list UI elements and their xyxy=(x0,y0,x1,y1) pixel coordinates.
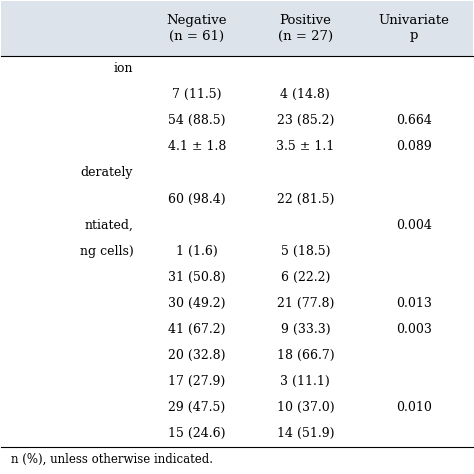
Bar xyxy=(1,1,473,55)
Text: 22 (81.5): 22 (81.5) xyxy=(277,192,334,206)
Text: 7 (11.5): 7 (11.5) xyxy=(172,88,222,101)
Text: ng cells): ng cells) xyxy=(80,245,133,258)
Text: 0.010: 0.010 xyxy=(396,401,432,414)
Text: derately: derately xyxy=(81,166,133,180)
Text: 54 (88.5): 54 (88.5) xyxy=(168,114,226,127)
Text: 0.089: 0.089 xyxy=(396,140,432,154)
Text: 14 (51.9): 14 (51.9) xyxy=(276,427,334,440)
Text: 5 (18.5): 5 (18.5) xyxy=(281,245,330,258)
Text: 3.5 ± 1.1: 3.5 ± 1.1 xyxy=(276,140,335,154)
Text: 3 (11.1): 3 (11.1) xyxy=(281,375,330,388)
Text: 0.664: 0.664 xyxy=(396,114,432,127)
Text: 4 (14.8): 4 (14.8) xyxy=(281,88,330,101)
Text: 0.003: 0.003 xyxy=(396,323,432,336)
Text: 1 (1.6): 1 (1.6) xyxy=(176,245,218,258)
Text: 0.004: 0.004 xyxy=(396,219,432,232)
Text: 4.1 ± 1.8: 4.1 ± 1.8 xyxy=(168,140,226,154)
Text: 17 (27.9): 17 (27.9) xyxy=(168,375,226,388)
Text: Univariate
p: Univariate p xyxy=(378,15,449,43)
Text: 0.013: 0.013 xyxy=(396,297,432,310)
Text: ntiated,: ntiated, xyxy=(84,219,133,232)
Text: 6 (22.2): 6 (22.2) xyxy=(281,271,330,284)
Text: 15 (24.6): 15 (24.6) xyxy=(168,427,226,440)
Text: ion: ion xyxy=(114,62,133,75)
Text: 23 (85.2): 23 (85.2) xyxy=(277,114,334,127)
Text: 9 (33.3): 9 (33.3) xyxy=(281,323,330,336)
Text: 20 (32.8): 20 (32.8) xyxy=(168,349,226,362)
Text: 21 (77.8): 21 (77.8) xyxy=(277,297,334,310)
Text: 60 (98.4): 60 (98.4) xyxy=(168,192,226,206)
Text: 29 (47.5): 29 (47.5) xyxy=(168,401,226,414)
Text: 41 (67.2): 41 (67.2) xyxy=(168,323,226,336)
Text: n (%), unless otherwise indicated.: n (%), unless otherwise indicated. xyxy=(11,453,213,466)
Text: Positive
(n = 27): Positive (n = 27) xyxy=(278,15,333,43)
Text: Negative
(n = 61): Negative (n = 61) xyxy=(167,15,227,43)
Text: 30 (49.2): 30 (49.2) xyxy=(168,297,226,310)
Text: 18 (66.7): 18 (66.7) xyxy=(276,349,334,362)
Text: 31 (50.8): 31 (50.8) xyxy=(168,271,226,284)
Text: 10 (37.0): 10 (37.0) xyxy=(276,401,334,414)
